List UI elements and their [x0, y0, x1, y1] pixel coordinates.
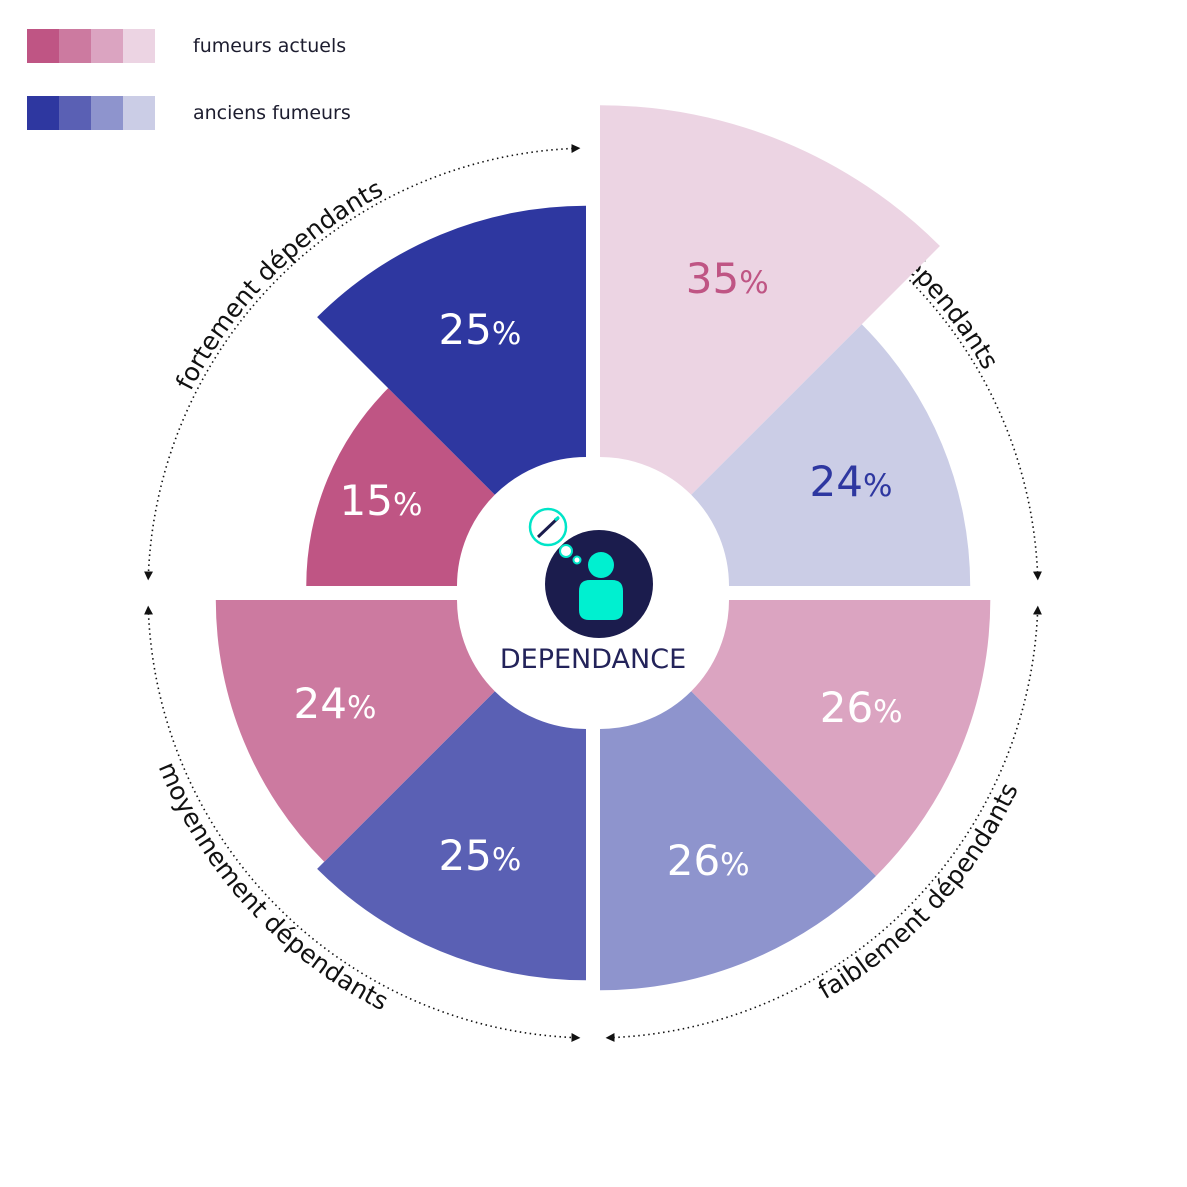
value-labels: 35% 24% 26% 26% 25% 24% 15% 25% [294, 254, 903, 885]
legend-swatches-former-smokers [27, 96, 155, 130]
center-label: DEPENDANCE [500, 644, 686, 675]
legend-swatch [123, 96, 155, 130]
category-arc [144, 605, 581, 1042]
value-label: 35% [686, 254, 769, 303]
legend-swatch [91, 96, 123, 130]
value-label: 26% [667, 836, 750, 885]
wedge [215, 600, 495, 862]
value-label: 24% [810, 457, 893, 506]
category-arc [605, 144, 1042, 581]
legend-item-former-smokers: anciens fumeurs [27, 96, 351, 130]
wedge [317, 691, 586, 981]
legend-swatches-current-smokers [27, 29, 155, 63]
wedge [600, 691, 876, 991]
wedge [306, 388, 495, 586]
wedge [691, 600, 991, 876]
wedge [317, 205, 586, 495]
wedge-shape [600, 105, 940, 495]
wedge-shape [215, 600, 495, 862]
legend-swatch [27, 96, 59, 130]
wedge [600, 105, 940, 495]
wedge-shape [600, 691, 876, 991]
legend-item-current-smokers: fumeurs actuels [27, 29, 351, 63]
person-icon [579, 552, 623, 620]
cigarette-thought-bubble-icon [528, 507, 582, 565]
wedge-shape [306, 388, 495, 586]
legend-label-former-smokers: anciens fumeurs [193, 102, 351, 124]
value-label: 26% [820, 683, 903, 732]
legend-swatch [59, 96, 91, 130]
wedges [215, 105, 991, 991]
legend-swatch [123, 29, 155, 63]
value-label: 24% [294, 679, 377, 728]
legend-swatch [27, 29, 59, 63]
value-label: 25% [438, 305, 521, 354]
legend-swatch [59, 29, 91, 63]
category-arc [144, 144, 581, 581]
wedge-shape [691, 600, 991, 876]
wedge-shape [691, 324, 971, 586]
wedge [691, 324, 971, 586]
legend-swatch [91, 29, 123, 63]
legend-label-current-smokers: fumeurs actuels [193, 35, 347, 57]
wedge-shape [317, 205, 586, 495]
value-label: 25% [438, 831, 521, 880]
legend: fumeurs actuels anciens fumeurs [27, 29, 351, 163]
value-label: 15% [340, 476, 423, 525]
category-arc [605, 605, 1042, 1042]
center-hub: DEPENDANCE [464, 464, 722, 722]
wedge-shape [317, 691, 586, 981]
